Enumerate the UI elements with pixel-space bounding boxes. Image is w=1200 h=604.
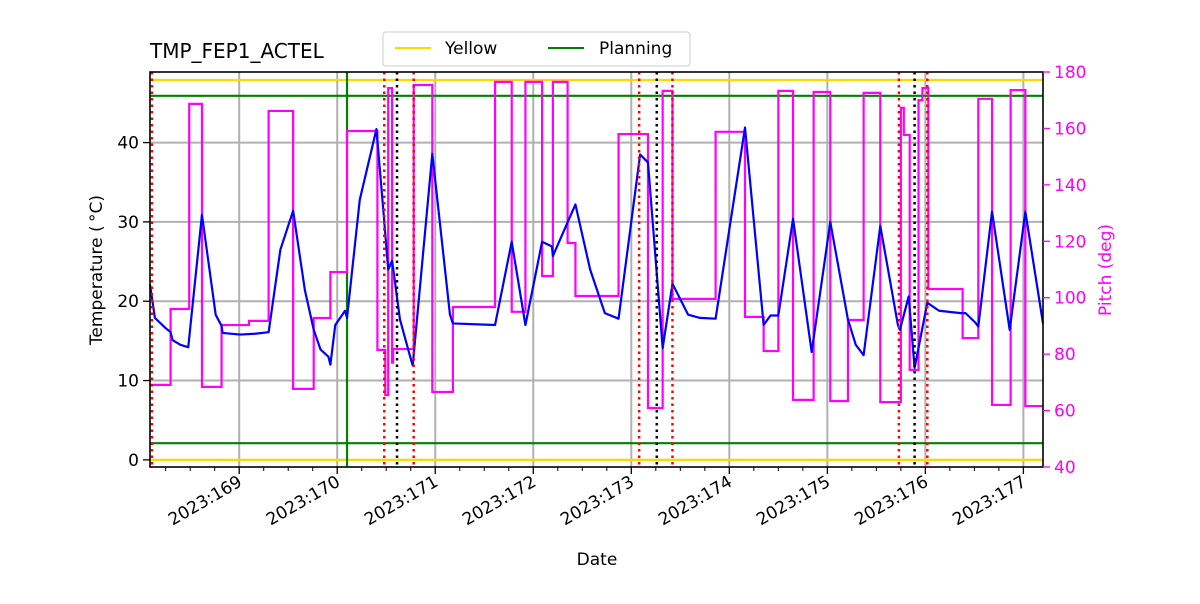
y-tick-label: 20 [117,292,139,312]
y2-tick-label: 120 [1054,232,1086,252]
y2-tick-label: 60 [1054,402,1076,422]
chart-title: TMP_FEP1_ACTEL [149,39,325,63]
y2-tick-label: 100 [1054,289,1086,309]
y2-tick-label: 80 [1054,345,1076,365]
pitch-series [150,80,1043,410]
y2-tick-label: 180 [1054,63,1086,83]
y-tick-label: 0 [128,451,139,471]
y-tick-label: 30 [117,213,139,233]
x-tick-label: 2023:177 [949,472,1030,530]
y2-tick-label: 40 [1054,458,1076,478]
x-tick-label: 2023:173 [557,472,638,530]
x-axis-label: Date [577,550,618,570]
legend-frame [382,31,691,67]
plot-frame [149,71,1044,468]
y-tick-label: 10 [117,372,139,392]
y2-axis-label: Pitch (deg) [1096,224,1116,316]
x-tick-label: 2023:172 [459,472,540,530]
x-tick-label: 2023:176 [851,472,932,530]
x-tick-label: 2023:170 [263,472,344,530]
legend-label-planning: Planning [599,39,672,59]
x-tick-label: 2023:171 [361,472,442,530]
y-axis-label: Temperature ( °C) [87,195,107,346]
y-tick-label: 40 [117,134,139,154]
legend: Yellow Planning [382,31,691,67]
plot-lines [148,72,1045,467]
y2-tick-label: 160 [1054,119,1086,139]
x-tick-label: 2023:174 [655,472,736,530]
legend-label-yellow: Yellow [444,39,497,59]
y2-tick-label: 140 [1054,176,1086,196]
x-tick-label: 2023:175 [753,472,834,530]
x-tick-label: 2023:169 [165,472,246,530]
